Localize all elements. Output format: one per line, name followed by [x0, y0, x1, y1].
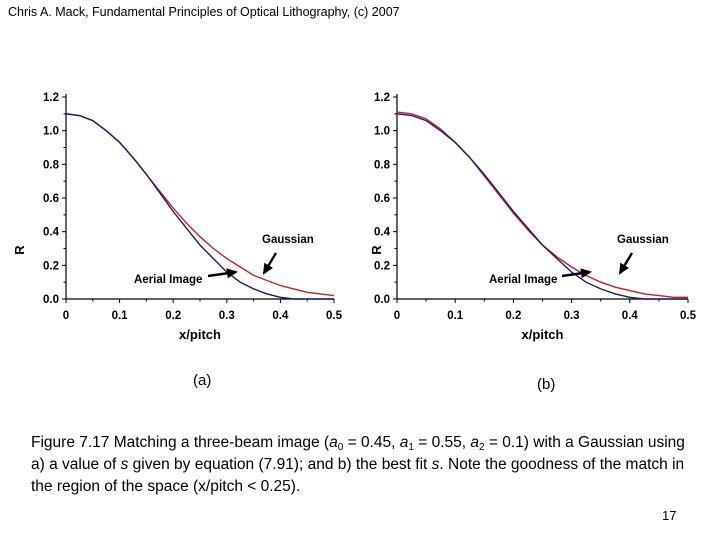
chart-b-y-tick-label: 0.6: [374, 193, 390, 205]
chart-a-aerial-arrow-head: [226, 268, 238, 279]
chart-b-aerial-annotation: Aerial Image: [489, 274, 557, 286]
chart-a-x-axis-label: x/pitch: [179, 327, 221, 342]
chart-b-x-tick-label: 0.3: [564, 310, 580, 322]
figure-caption: Figure 7.17 Matching a three-beam image …: [31, 434, 685, 495]
chart-b-y-tick-label: 0.0: [374, 294, 390, 306]
chart-b-y-tick-label: 0.8: [374, 159, 391, 171]
panel-label-a: (a): [193, 372, 212, 389]
slide-header: Chris A. Mack, Fundamental Principles of…: [8, 5, 400, 19]
chart-a-x-tick-label: 0.2: [165, 310, 181, 322]
chart-a-y-tick-label: 1.0: [43, 126, 59, 138]
chart-a-gaussian-arrow-head: [262, 262, 273, 275]
chart-a-x-tick-label: 0: [63, 310, 69, 322]
chart-a-y-axis-label: R: [12, 245, 27, 255]
page-number: 17: [662, 508, 677, 523]
chart-b-x-tick-label: 0: [394, 310, 400, 322]
chart-b-y-tick-label: 1.0: [374, 126, 390, 138]
chart-a-y-tick-label: 0.8: [43, 159, 60, 171]
chart-b-gaussian-arrow-head: [618, 262, 629, 275]
chart-a-series-gaussian: [65, 113, 335, 297]
chart-a-x-tick-label: 0.4: [272, 310, 289, 322]
chart-b-aerial-arrow-head: [580, 268, 592, 279]
chart-a-y-tick-label: 1.2: [43, 92, 59, 104]
chart-a-aerial-annotation: Aerial Image: [134, 274, 202, 286]
chart-a-x-tick-label: 0.3: [219, 310, 235, 322]
chart-b-y-tick-label: 0.4: [374, 227, 391, 239]
panel-label-b: (b): [537, 376, 556, 393]
chart-a-gaussian-annotation: Gaussian: [262, 234, 314, 246]
chart-b-x-tick-label: 0.1: [447, 310, 464, 322]
chart-a-x-tick-label: 0.5: [326, 310, 343, 322]
chart-a-series-aerial-image: [65, 113, 334, 300]
chart-a-y-tick-label: 0.0: [43, 294, 59, 306]
chart-b-x-tick-label: 0.5: [680, 310, 697, 322]
chart-b-series-aerial-image: [396, 113, 688, 300]
chart-b-x-axis-label: x/pitch: [522, 327, 564, 342]
chart-b-gaussian-annotation: Gaussian: [617, 234, 669, 246]
chart-b-y-axis-label: R: [369, 245, 384, 255]
chart-b-y-tick-label: 1.2: [374, 92, 390, 104]
chart-b-y-tick-label: 0.2: [374, 260, 390, 272]
chart-b-x-tick-label: 0.4: [622, 310, 639, 322]
chart-a-y-tick-label: 0.4: [43, 227, 60, 239]
chart-a-y-tick-label: 0.2: [43, 260, 59, 272]
chart-a-y-tick-label: 0.6: [43, 193, 59, 205]
chart-b-x-tick-label: 0.2: [505, 310, 521, 322]
chart-a-x-tick-label: 0.1: [112, 310, 129, 322]
chart-b-series-gaussian: [396, 111, 688, 298]
